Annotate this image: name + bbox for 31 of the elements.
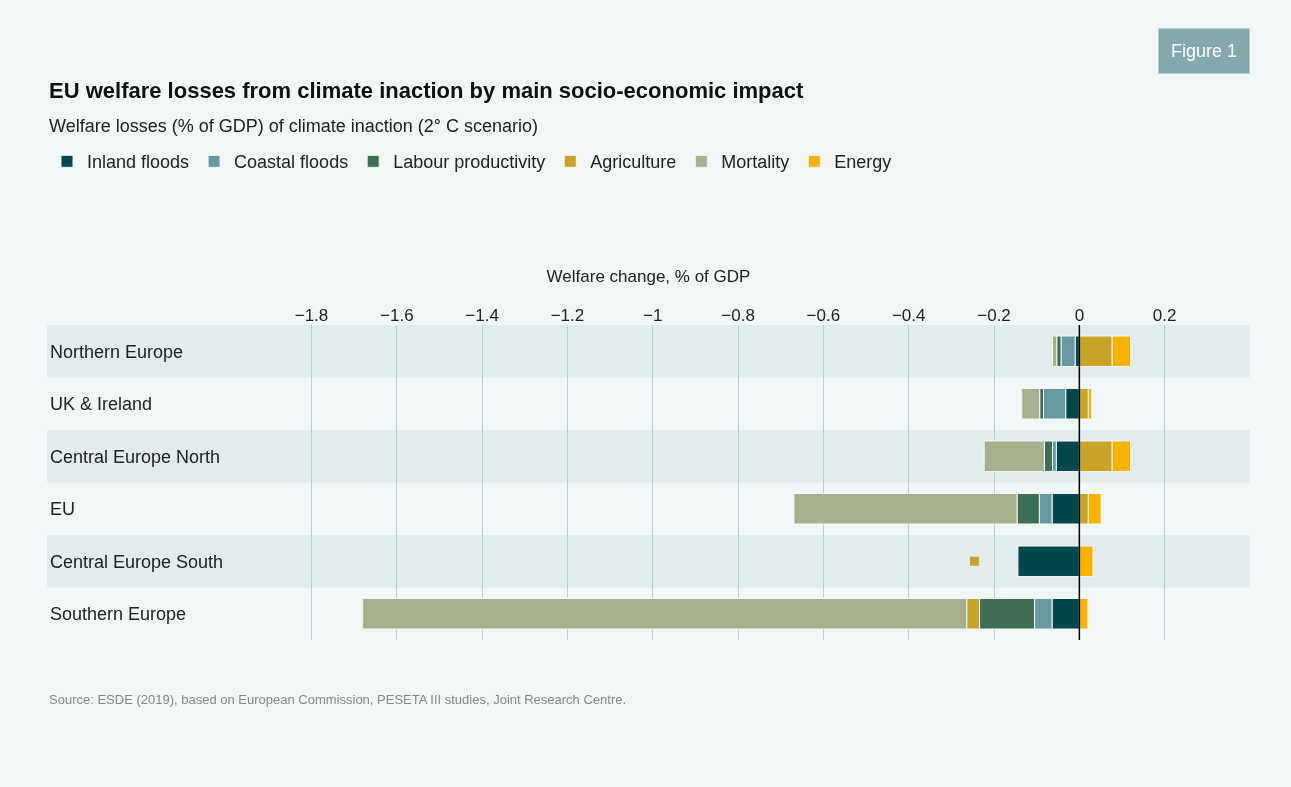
x-tick-label: −0.6 [806, 305, 841, 325]
y-tick-label: UK & Ireland [50, 394, 153, 415]
y-tick-label: Central Europe South [50, 551, 224, 572]
x-tick-label: −1.8 [294, 305, 329, 325]
bar [1051, 335, 1058, 367]
source-note: Source: ESDE (2019), based on European Commission, PESETA III studies, Joint Research Centre. [49, 692, 627, 707]
y-tick-label: Southern Europe [50, 604, 187, 625]
caption: Figure 1 [1171, 41, 1238, 61]
x-axis-title: Welfare change, % of GDP [546, 267, 751, 287]
legend-label: Inland floods [87, 152, 190, 173]
chart-title: EU welfare losses from climate inaction by main socio-economic impact [49, 78, 805, 103]
x-tick-label: −1.4 [465, 305, 499, 325]
x-tick-label: −0.4 [891, 305, 926, 325]
legend-label: Coastal floods [234, 152, 349, 173]
x-tick-label: −1.6 [380, 305, 414, 325]
x-tick-label: 0.2 [1152, 305, 1177, 325]
bar [1060, 335, 1076, 367]
legend-label: Labour productivity [393, 152, 546, 173]
x-tick-label: −1 [643, 305, 663, 325]
x-tick-label: 0 [1074, 305, 1085, 325]
legend-label: Mortality [721, 152, 790, 173]
x-tick-label: −1.2 [550, 305, 585, 325]
bar [1021, 388, 1041, 420]
legend-label: Agriculture [590, 152, 677, 173]
x-tick-label: −0.8 [721, 305, 755, 325]
y-tick-label: Northern Europe [50, 341, 184, 362]
legend-label: Energy [834, 152, 892, 173]
y-tick-label: Central Europe North [50, 446, 221, 467]
chart-subtitle: Welfare losses (% of GDP) of climate inaction (2° C scenario) [49, 116, 539, 136]
x-tick-label: −0.2 [977, 305, 1011, 325]
y-tick-label: EU [50, 499, 76, 520]
